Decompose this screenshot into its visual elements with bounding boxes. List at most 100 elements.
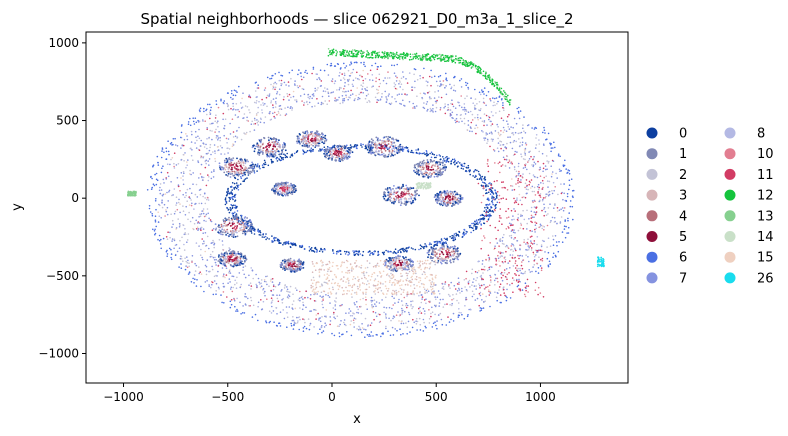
data-point xyxy=(433,156,436,159)
data-point xyxy=(212,256,215,259)
data-point xyxy=(194,203,196,205)
data-point xyxy=(524,154,527,156)
data-point xyxy=(340,304,342,307)
data-point xyxy=(412,107,414,109)
data-point xyxy=(514,150,516,153)
data-point xyxy=(202,243,204,245)
data-point xyxy=(318,150,320,152)
data-point xyxy=(266,155,269,158)
data-point xyxy=(381,92,383,95)
data-point xyxy=(270,312,273,314)
data-point xyxy=(359,298,362,301)
data-point xyxy=(383,253,385,256)
data-point xyxy=(435,173,437,176)
data-point xyxy=(389,334,392,337)
data-point xyxy=(251,316,254,318)
data-point xyxy=(272,112,274,115)
data-point xyxy=(245,296,247,298)
data-point xyxy=(215,114,217,116)
data-point xyxy=(268,93,271,95)
data-point xyxy=(373,250,376,253)
data-point xyxy=(439,241,441,244)
data-point xyxy=(342,99,344,102)
data-point xyxy=(158,203,160,206)
data-point xyxy=(268,112,271,115)
data-point xyxy=(316,89,318,91)
data-point xyxy=(161,206,164,209)
data-point xyxy=(242,164,245,167)
data-point xyxy=(452,320,455,322)
data-point xyxy=(427,166,430,168)
data-point xyxy=(211,255,213,258)
data-point xyxy=(442,202,445,205)
data-point xyxy=(410,202,413,205)
data-point xyxy=(273,111,276,114)
data-point xyxy=(414,80,416,83)
data-point xyxy=(235,162,238,165)
data-point xyxy=(497,133,500,135)
data-point xyxy=(334,97,337,99)
data-point xyxy=(411,300,414,302)
data-point xyxy=(485,286,487,289)
data-point xyxy=(232,98,234,100)
data-point xyxy=(389,146,392,148)
data-point xyxy=(480,276,483,279)
data-point xyxy=(522,127,524,130)
data-point xyxy=(489,145,491,148)
data-point xyxy=(263,280,266,283)
data-point xyxy=(372,252,374,255)
data-point xyxy=(213,280,216,282)
data-point xyxy=(437,171,440,174)
data-point xyxy=(381,147,384,150)
data-point xyxy=(488,199,490,202)
data-point xyxy=(497,150,500,153)
data-point xyxy=(166,171,169,174)
data-point xyxy=(449,190,452,193)
data-point xyxy=(284,241,286,244)
data-point xyxy=(209,146,211,149)
data-point xyxy=(540,245,543,248)
data-point xyxy=(240,160,243,163)
data-point xyxy=(357,254,360,256)
data-point xyxy=(536,236,539,238)
data-point xyxy=(546,257,549,260)
data-point xyxy=(290,96,292,99)
data-point xyxy=(572,196,574,199)
data-point xyxy=(418,307,420,310)
data-point xyxy=(276,143,279,145)
data-point xyxy=(387,191,390,194)
data-point xyxy=(186,261,189,264)
data-point xyxy=(294,99,296,101)
data-point xyxy=(152,183,155,185)
data-point xyxy=(324,249,326,251)
data-point xyxy=(456,166,459,168)
data-point xyxy=(270,160,273,162)
data-point xyxy=(377,250,380,253)
data-point xyxy=(155,172,158,175)
data-point xyxy=(242,117,244,120)
data-point xyxy=(222,219,225,221)
data-point xyxy=(253,228,256,231)
data-point xyxy=(239,286,241,289)
data-point xyxy=(175,164,178,166)
data-point xyxy=(250,171,253,174)
data-point xyxy=(205,273,208,276)
data-point xyxy=(351,71,354,74)
data-point xyxy=(440,194,443,196)
data-point xyxy=(513,139,516,142)
data-point xyxy=(482,131,484,133)
data-point xyxy=(478,269,480,272)
data-point xyxy=(506,283,509,285)
data-point xyxy=(330,158,333,160)
data-point xyxy=(309,298,312,300)
data-point xyxy=(182,179,184,181)
data-point xyxy=(286,152,289,155)
data-point xyxy=(548,193,551,196)
data-point xyxy=(287,294,290,296)
data-point xyxy=(374,154,376,156)
data-point xyxy=(177,218,179,220)
data-point xyxy=(343,323,346,326)
data-point xyxy=(312,250,315,252)
data-point xyxy=(221,146,223,149)
data-point xyxy=(318,317,321,320)
